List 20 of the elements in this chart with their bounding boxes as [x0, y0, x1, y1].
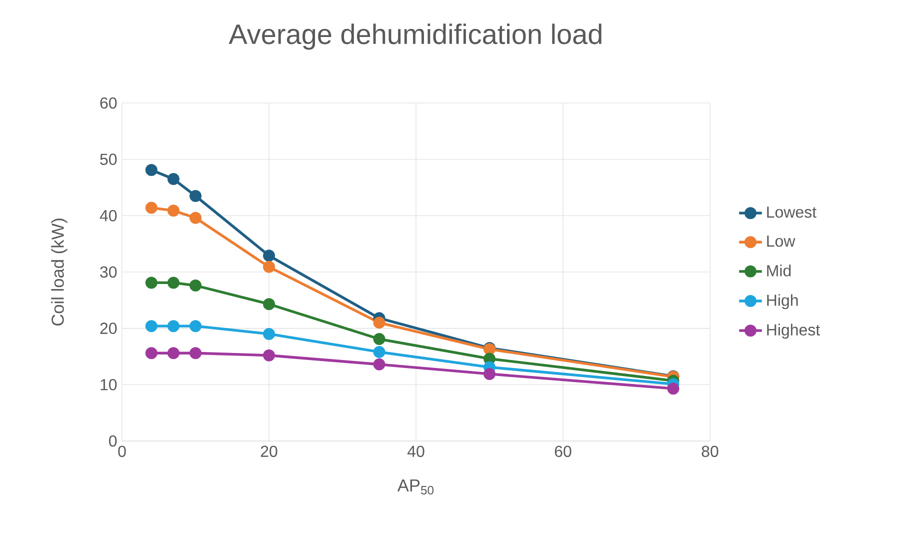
legend-label: Lowest	[767, 206, 816, 218]
y-tick-label: 10	[100, 378, 117, 390]
x-tick-label: 40	[407, 446, 424, 458]
x-tick-label: 0	[118, 446, 126, 458]
y-tick-label: 30	[100, 266, 117, 278]
legend-label: High	[767, 294, 798, 310]
x-tick-label: 60	[554, 446, 572, 458]
y-tick-label: 60	[100, 97, 117, 109]
y-tick-label: 40	[100, 210, 117, 222]
y-tick-label: 50	[100, 154, 117, 165]
y-tick-label: 20	[100, 322, 117, 334]
chart-title: Average dehumidification load	[228, 24, 602, 50]
legend-label: Highest	[767, 324, 820, 339]
legend-label: Low	[767, 236, 796, 247]
legend-label: Mid	[767, 264, 791, 276]
x-axis-title: AP$_{50}$	[397, 480, 434, 495]
x-tick-label: 80	[702, 446, 718, 458]
y-tick-label: 0	[109, 435, 117, 447]
x-tick-label: 20	[260, 446, 278, 458]
y-axis-title: Coil load (kW)	[51, 218, 68, 326]
